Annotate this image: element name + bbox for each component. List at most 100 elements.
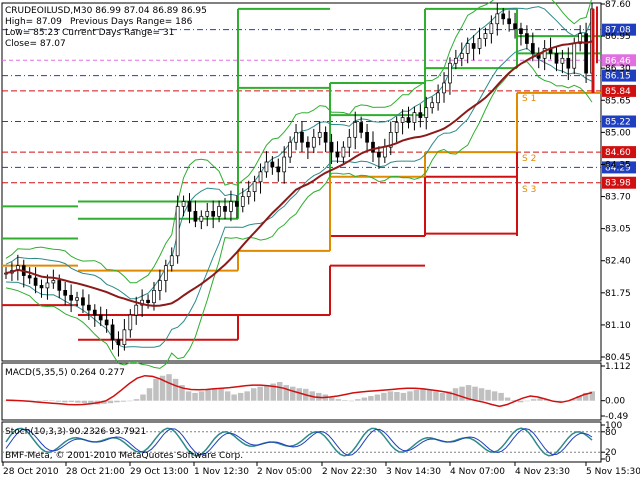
candle-body [104, 319, 109, 326]
macd-bar [211, 388, 218, 401]
macd-bar [289, 386, 296, 401]
macd-bar [120, 400, 127, 402]
macd-bar [166, 374, 172, 401]
macd-bar [231, 394, 237, 401]
candle-body [412, 112, 417, 123]
price-tick-label: 86.95 [605, 32, 631, 42]
macd-bar [491, 391, 498, 401]
macd-bar [55, 400, 62, 402]
macd-bar [3, 400, 9, 402]
macd-bar [446, 391, 452, 401]
price-tick-label: 81.75 [605, 289, 631, 299]
candle-body [300, 132, 304, 143]
candle-body [578, 33, 583, 44]
candle-body [169, 255, 174, 267]
price-label-box [602, 84, 636, 97]
candle-body [288, 141, 292, 158]
macd-bar [478, 388, 485, 401]
chart-title: CRUDEOILUSD,M30 86.99 87.04 86.89 86.95 [5, 6, 207, 16]
candle-body [483, 33, 488, 39]
macd-bar [107, 400, 114, 404]
candle-body [181, 201, 186, 207]
macd-bar [42, 400, 49, 401]
macd-bar [504, 397, 511, 401]
macd-bar [250, 388, 257, 401]
macd-bar [62, 400, 68, 403]
price-label-box [602, 54, 636, 67]
candlesticks [4, 3, 598, 357]
candle-body [98, 314, 103, 321]
price-tick-label: 82.40 [605, 257, 631, 267]
time-tick-label: 2 Nov 22:30 [322, 467, 377, 477]
macd-tick-label: 0.00 [605, 397, 625, 407]
candle-body [371, 141, 375, 153]
stoch-d-line [5, 428, 593, 456]
time-tick-label: 1 Nov 12:30 [194, 467, 249, 477]
candle-body [306, 141, 310, 148]
level-s1: S 1 [522, 94, 536, 104]
macd-bar [283, 385, 289, 401]
candle-body [146, 299, 150, 304]
macd-bar [361, 397, 368, 401]
time-axis: 28 Oct 2010 28 Oct 21:00 29 Oct 13:00 1 Nov… [2, 462, 640, 477]
macd-bar [420, 388, 426, 401]
candle-body [163, 265, 168, 281]
macd-bar [459, 386, 465, 401]
stoch-label: Stoch(10,3,3) 90.2326 93.7921 [5, 427, 146, 437]
macd-bar [179, 385, 185, 401]
candle-body [542, 48, 547, 59]
band-inner-upper [5, 6, 593, 300]
candle-body [270, 161, 275, 168]
candle-body [572, 43, 577, 69]
candle-body [442, 82, 446, 94]
macd-bar [198, 391, 205, 401]
macd-bar [472, 386, 478, 401]
macd-bar [368, 396, 374, 401]
info-close: Close= 87.07 [5, 39, 66, 49]
macd-bar [511, 400, 517, 401]
candle-body [519, 28, 523, 34]
macd-bar [88, 400, 94, 404]
candle-body [57, 280, 62, 291]
candle-body [424, 107, 429, 118]
macd-bar [244, 391, 250, 401]
macd-bar [589, 391, 595, 401]
macd-signal-line [5, 374, 593, 408]
price-tick-label: 81.10 [605, 321, 631, 331]
macd-bar [387, 391, 394, 401]
candle-body [276, 166, 281, 173]
macd-bar [192, 392, 198, 401]
level-s3: S 3 [522, 185, 536, 195]
price-tick-label: 84.35 [605, 160, 631, 170]
stoch-pane-frame [1, 421, 602, 463]
price-label-text: 84.29 [605, 163, 631, 173]
macd-bar [270, 383, 276, 401]
candle-body [175, 206, 180, 257]
stoch-tick-label: 0 [605, 455, 611, 465]
candle-body [39, 285, 44, 289]
candle-body [158, 280, 162, 291]
candle-body [33, 277, 38, 286]
band-lower [5, 60, 593, 369]
macd-bar [127, 400, 133, 402]
candle-body [81, 297, 85, 306]
candle-body [335, 151, 340, 158]
level-s2: S 2 [522, 154, 536, 164]
macd-bar [146, 388, 153, 401]
price-label-box [602, 146, 636, 159]
ma-line [5, 40, 593, 307]
time-tick-label: 4 Nov 23:30 [515, 467, 570, 477]
candle-body [45, 282, 50, 289]
candle-body [525, 33, 529, 44]
macd-bar [582, 392, 589, 401]
candle-body [87, 304, 91, 311]
band-upper [5, 0, 592, 284]
candle-body [477, 38, 482, 49]
candle-body [193, 211, 198, 222]
macd-bar [185, 391, 192, 401]
candle-body [264, 161, 269, 173]
candle-body [584, 33, 588, 74]
price-label-box [602, 23, 636, 36]
macd-bar [237, 392, 244, 401]
time-tick-label: 3 Nov 14:30 [386, 467, 441, 477]
